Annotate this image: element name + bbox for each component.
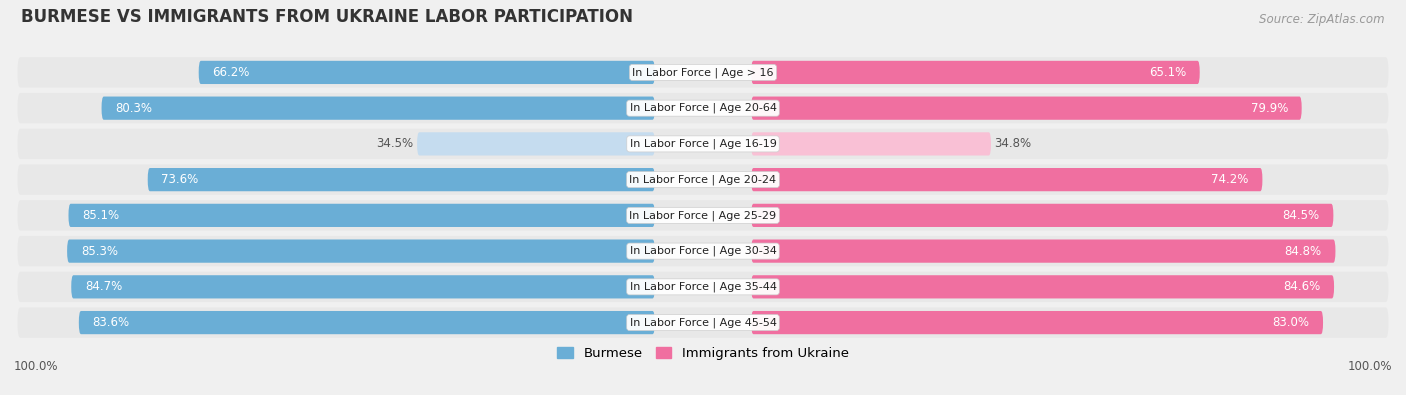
Text: 83.6%: 83.6% [93,316,129,329]
Text: 84.8%: 84.8% [1285,245,1322,258]
Text: In Labor Force | Age 20-64: In Labor Force | Age 20-64 [630,103,776,113]
Text: In Labor Force | Age > 16: In Labor Force | Age > 16 [633,67,773,78]
Text: In Labor Force | Age 16-19: In Labor Force | Age 16-19 [630,139,776,149]
FancyBboxPatch shape [751,168,1263,191]
Text: 65.1%: 65.1% [1149,66,1185,79]
Text: 34.8%: 34.8% [994,137,1032,150]
FancyBboxPatch shape [17,164,1389,195]
FancyBboxPatch shape [751,311,1323,334]
FancyBboxPatch shape [17,272,1389,302]
FancyBboxPatch shape [418,132,655,156]
FancyBboxPatch shape [69,204,655,227]
FancyBboxPatch shape [751,275,1334,299]
FancyBboxPatch shape [17,200,1389,231]
Text: 84.5%: 84.5% [1282,209,1320,222]
FancyBboxPatch shape [148,168,655,191]
Text: In Labor Force | Age 25-29: In Labor Force | Age 25-29 [630,210,776,221]
Text: BURMESE VS IMMIGRANTS FROM UKRAINE LABOR PARTICIPATION: BURMESE VS IMMIGRANTS FROM UKRAINE LABOR… [21,8,633,26]
FancyBboxPatch shape [17,57,1389,88]
FancyBboxPatch shape [101,96,655,120]
FancyBboxPatch shape [17,307,1389,338]
Text: In Labor Force | Age 30-34: In Labor Force | Age 30-34 [630,246,776,256]
FancyBboxPatch shape [79,311,655,334]
FancyBboxPatch shape [72,275,655,299]
Text: 83.0%: 83.0% [1272,316,1309,329]
FancyBboxPatch shape [67,239,655,263]
Text: 84.7%: 84.7% [84,280,122,293]
Legend: Burmese, Immigrants from Ukraine: Burmese, Immigrants from Ukraine [551,341,855,365]
FancyBboxPatch shape [751,239,1336,263]
FancyBboxPatch shape [751,61,1199,84]
Text: In Labor Force | Age 35-44: In Labor Force | Age 35-44 [630,282,776,292]
FancyBboxPatch shape [751,96,1302,120]
Text: 100.0%: 100.0% [14,359,59,372]
Text: 84.6%: 84.6% [1284,280,1320,293]
Text: 85.3%: 85.3% [82,245,118,258]
FancyBboxPatch shape [17,93,1389,123]
Text: 66.2%: 66.2% [212,66,250,79]
FancyBboxPatch shape [751,204,1333,227]
Text: 34.5%: 34.5% [377,137,413,150]
Text: In Labor Force | Age 45-54: In Labor Force | Age 45-54 [630,317,776,328]
Text: 85.1%: 85.1% [83,209,120,222]
Text: 100.0%: 100.0% [1347,359,1392,372]
FancyBboxPatch shape [17,236,1389,266]
Text: 73.6%: 73.6% [162,173,198,186]
Text: In Labor Force | Age 20-24: In Labor Force | Age 20-24 [630,174,776,185]
Text: Source: ZipAtlas.com: Source: ZipAtlas.com [1260,13,1385,26]
Text: 79.9%: 79.9% [1250,102,1288,115]
FancyBboxPatch shape [751,132,991,156]
FancyBboxPatch shape [17,129,1389,159]
Text: 74.2%: 74.2% [1211,173,1249,186]
Text: 80.3%: 80.3% [115,102,152,115]
FancyBboxPatch shape [198,61,655,84]
